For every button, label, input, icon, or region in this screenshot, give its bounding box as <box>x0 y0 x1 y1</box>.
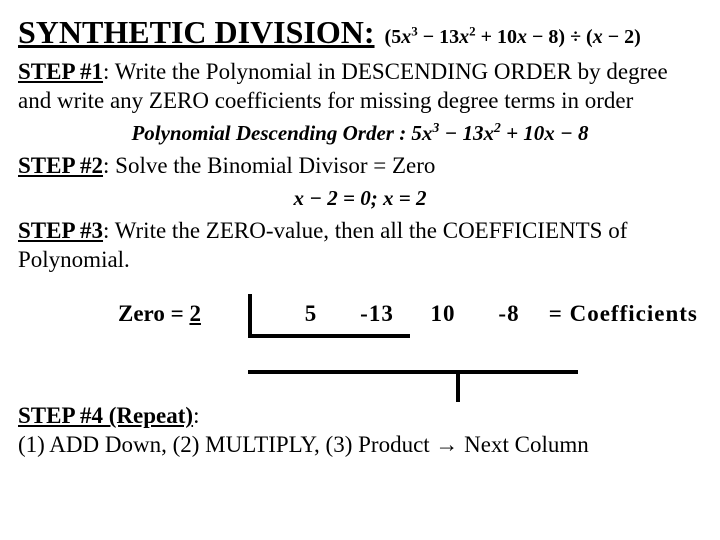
bracket-horizontal <box>248 334 410 338</box>
step-4: STEP #4 (Repeat): (1) ADD Down, (2) MULT… <box>18 402 702 460</box>
step-4-label: STEP #4 (Repeat) <box>18 403 193 428</box>
zero-label: Zero = 2 <box>118 300 201 329</box>
step-4-substeps: (1) ADD Down, (2) MULTIPLY, (3) Product … <box>18 432 589 457</box>
step-3-label: STEP #3 <box>18 218 103 243</box>
coefficients-row: 5-1310-8 = Coefficients <box>278 300 698 329</box>
zero-value: 2 <box>189 301 201 326</box>
step-2-text: : Solve the Binomial Divisor = Zero <box>103 153 435 178</box>
step-3: STEP #3: Write the ZERO-value, then all … <box>18 217 702 275</box>
result-bar <box>248 370 578 374</box>
title-expression: (5x3 − 13x2 + 10x − 8) ÷ (x − 2) <box>385 25 641 50</box>
step-4-colon: : <box>193 403 199 428</box>
bracket-vertical <box>248 294 252 334</box>
result-tick <box>456 370 460 402</box>
coef-0: 5 <box>278 300 344 329</box>
zero-label-text: Zero = <box>118 301 189 326</box>
main-title: SYNTHETIC DIVISION: <box>18 12 375 52</box>
title-row: SYNTHETIC DIVISION: (5x3 − 13x2 + 10x − … <box>18 12 702 52</box>
step-1-label: STEP #1 <box>18 59 103 84</box>
solve-expression: x − 2 = 0; x = 2 <box>18 185 702 211</box>
coef-1: -13 <box>344 300 410 329</box>
step-1-text: : Write the Polynomial in DESCENDING ORD… <box>18 59 668 113</box>
descending-order-expr: Polynomial Descending Order : 5x3 − 13x2… <box>18 120 702 146</box>
step-3-text: : Write the ZERO-value, then all the COE… <box>18 218 627 272</box>
step-2: STEP #2: Solve the Binomial Divisor = Ze… <box>18 152 702 181</box>
coef-3: -8 <box>476 300 542 329</box>
step-1: STEP #1: Write the Polynomial in DESCEND… <box>18 58 702 116</box>
coef-suffix: = Coefficients <box>542 301 698 326</box>
coef-2: 10 <box>410 300 476 329</box>
step-2-label: STEP #2 <box>18 153 103 178</box>
synthetic-division-layout: Zero = 2 5-1310-8 = Coefficients <box>18 292 702 402</box>
